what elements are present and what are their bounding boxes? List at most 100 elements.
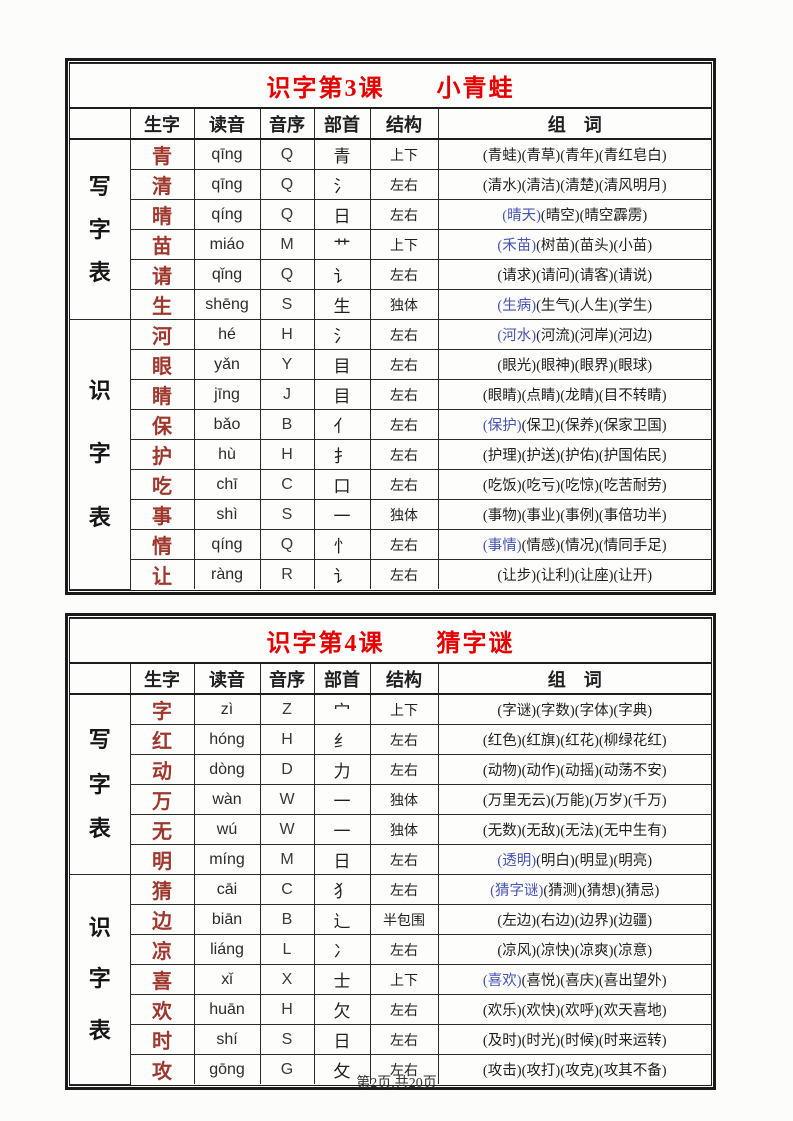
word-groups: (青蛙)(青草)(青年)(青红皂白) (437, 138, 711, 170)
word-groups: (事物)(事业)(事例)(事倍功半) (437, 499, 711, 530)
word-groups: (眼睛)(点睛)(龙睛)(目不转睛) (437, 379, 711, 410)
group-label-char: 字 (88, 966, 111, 992)
new-character: 时 (130, 1024, 195, 1055)
table-title: 识字第3课 小青蛙 (70, 63, 711, 109)
table-title: 识字第4课 猜字谜 (70, 618, 711, 664)
character-structure: 左右 (369, 559, 439, 589)
alphabetic-initial: G (259, 1054, 315, 1084)
word-groups: (眼光)(眼神)(眼界)(眼球) (437, 349, 711, 380)
new-character: 让 (130, 559, 195, 589)
pinyin: wú (193, 814, 261, 845)
radical: 讠 (313, 559, 371, 589)
character-structure: 左右 (369, 199, 439, 230)
word-segment: (万里无云)(万能)(万岁)(千万) (482, 793, 667, 809)
group-label-char: 表 (88, 504, 111, 530)
pinyin: liáng (193, 934, 261, 965)
pinyin: huān (193, 994, 261, 1025)
word-groups: (保护)(保卫)(保养)(保家卫国) (437, 409, 711, 440)
character-structure: 左右 (369, 379, 439, 410)
word-segment: (晴空)(晴空霹雳) (540, 208, 648, 224)
group-label-char: 识 (88, 914, 111, 940)
radical: 扌 (313, 439, 371, 470)
character-structure: 左右 (369, 319, 439, 350)
radical: 氵 (313, 319, 371, 350)
vocab-row: 写字表青 qīng Q 青上下 (青蛙)(青草)(青年)(青红皂白) (70, 138, 711, 320)
word-segment: (清水)(清洁)(清楚)(清风明月) (482, 178, 667, 194)
vocab-row: 红 hóng H 纟左右 (红色)(红旗)(红花)(柳绿花红) (70, 724, 711, 755)
new-character: 事 (130, 499, 195, 530)
group-label-char: 表 (88, 259, 111, 285)
new-character: 攻 (130, 1054, 195, 1084)
new-character: 欢 (130, 994, 195, 1025)
new-character: 请 (130, 259, 195, 290)
character-structure: 上下 (369, 138, 439, 170)
character-structure: 左右 (369, 349, 439, 380)
word-segment: (青蛙)(青草)(青年)(青红皂白) (482, 148, 667, 164)
pinyin: biān (193, 904, 261, 935)
vocab-row: 护 hù H 扌左右 (护理)(护送)(护佑)(护国佑民) (70, 439, 711, 470)
word-groups: (字谜)(字数)(字体)(字典) (437, 693, 711, 725)
vocab-row: 睛 jīng J 目左右 (眼睛)(点睛)(龙睛)(目不转睛) (70, 379, 711, 410)
pinyin: gōng (193, 1054, 261, 1084)
highlighted-word: (透明) (497, 853, 537, 869)
word-groups: (红色)(红旗)(红花)(柳绿花红) (437, 724, 711, 755)
new-character: 万 (130, 784, 195, 815)
lesson-table: 识字第4课 猜字谜 生字 读音 音序 部首 结构组 词写字表字 zì Z 宀上下 (字谜)(字数)… (65, 613, 716, 1090)
word-groups: (禾苗)(树苗)(苗头)(小苗) (437, 229, 711, 260)
pinyin: míng (193, 844, 261, 875)
pinyin: qīng (193, 138, 261, 170)
character-structure: 左右 (369, 1054, 439, 1084)
new-character: 动 (130, 754, 195, 785)
highlighted-word: (晴天) (502, 208, 541, 224)
character-structure: 左右 (369, 529, 439, 560)
word-segment: (让步)(让利)(让座)(让开) (497, 568, 653, 584)
alphabetic-initial: B (259, 409, 315, 440)
new-character: 苗 (130, 229, 195, 260)
word-groups: (无数)(无敌)(无法)(无中生有) (437, 814, 711, 845)
pinyin: hù (193, 439, 261, 470)
radical: 艹 (313, 229, 371, 260)
character-structure: 左右 (369, 409, 439, 440)
pinyin: qǐng (193, 259, 261, 290)
alphabetic-initial: Y (259, 349, 315, 380)
character-structure: 左右 (369, 724, 439, 755)
pinyin: hé (193, 319, 261, 350)
character-structure: 独体 (369, 784, 439, 815)
word-groups: (左边)(右边)(边界)(边疆) (437, 904, 711, 935)
word-groups: (让步)(让利)(让座)(让开) (437, 559, 711, 589)
new-character: 边 (130, 904, 195, 935)
vocab-row: 写字表字 zì Z 宀上下 (字谜)(字数)(字体)(字典) (70, 693, 711, 875)
alphabetic-initial: W (259, 814, 315, 845)
new-character: 保 (130, 409, 195, 440)
radical: 冫 (313, 934, 371, 965)
group-label-char: 识 (88, 378, 111, 403)
word-groups: (清水)(清洁)(清楚)(清风明月) (437, 169, 711, 200)
alphabetic-initial: X (259, 964, 315, 995)
vocab-table: 识字第3课 小青蛙 生字 读音 音序 部首 结构组 词写字表青 qīng Q 青上下 (青蛙)(青… (70, 63, 711, 590)
word-groups: (晴天)(晴空)(晴空霹雳) (437, 199, 711, 230)
corner-cell (70, 107, 131, 140)
word-segment: (请求)(请问)(请客)(请说) (497, 268, 653, 284)
alphabetic-initial: Q (259, 138, 315, 170)
pinyin: ràng (193, 559, 261, 589)
character-structure: 左右 (369, 754, 439, 785)
word-segment: (左边)(右边)(边界)(边疆) (497, 913, 653, 929)
word-segment: (情感)(情况)(情同手足) (521, 538, 667, 554)
group-label-char: 字 (88, 216, 111, 242)
pinyin: qíng (193, 529, 261, 560)
column-header: 读音 (193, 107, 261, 140)
character-structure: 左右 (369, 994, 439, 1025)
word-segment: (护理)(护送)(护佑)(护国佑民) (482, 448, 667, 464)
pinyin: wàn (193, 784, 261, 815)
group-label-char: 写 (88, 727, 111, 752)
group-label: 写字表 (72, 707, 128, 863)
alphabetic-initial: L (259, 934, 315, 965)
group-label-char: 表 (88, 816, 111, 841)
word-segment: (攻击)(攻打)(攻克)(攻其不备) (482, 1063, 667, 1079)
group-label: 识字表 (72, 887, 128, 1071)
word-groups: (吃饭)(吃亏)(吃惊)(吃苦耐劳) (437, 469, 711, 500)
character-structure: 独体 (369, 499, 439, 530)
alphabetic-initial: W (259, 784, 315, 815)
vocab-row: 识字表猜 cāi C 犭左右 (猜字谜)(猜测)(猜想)(猜忌) (70, 874, 711, 1085)
